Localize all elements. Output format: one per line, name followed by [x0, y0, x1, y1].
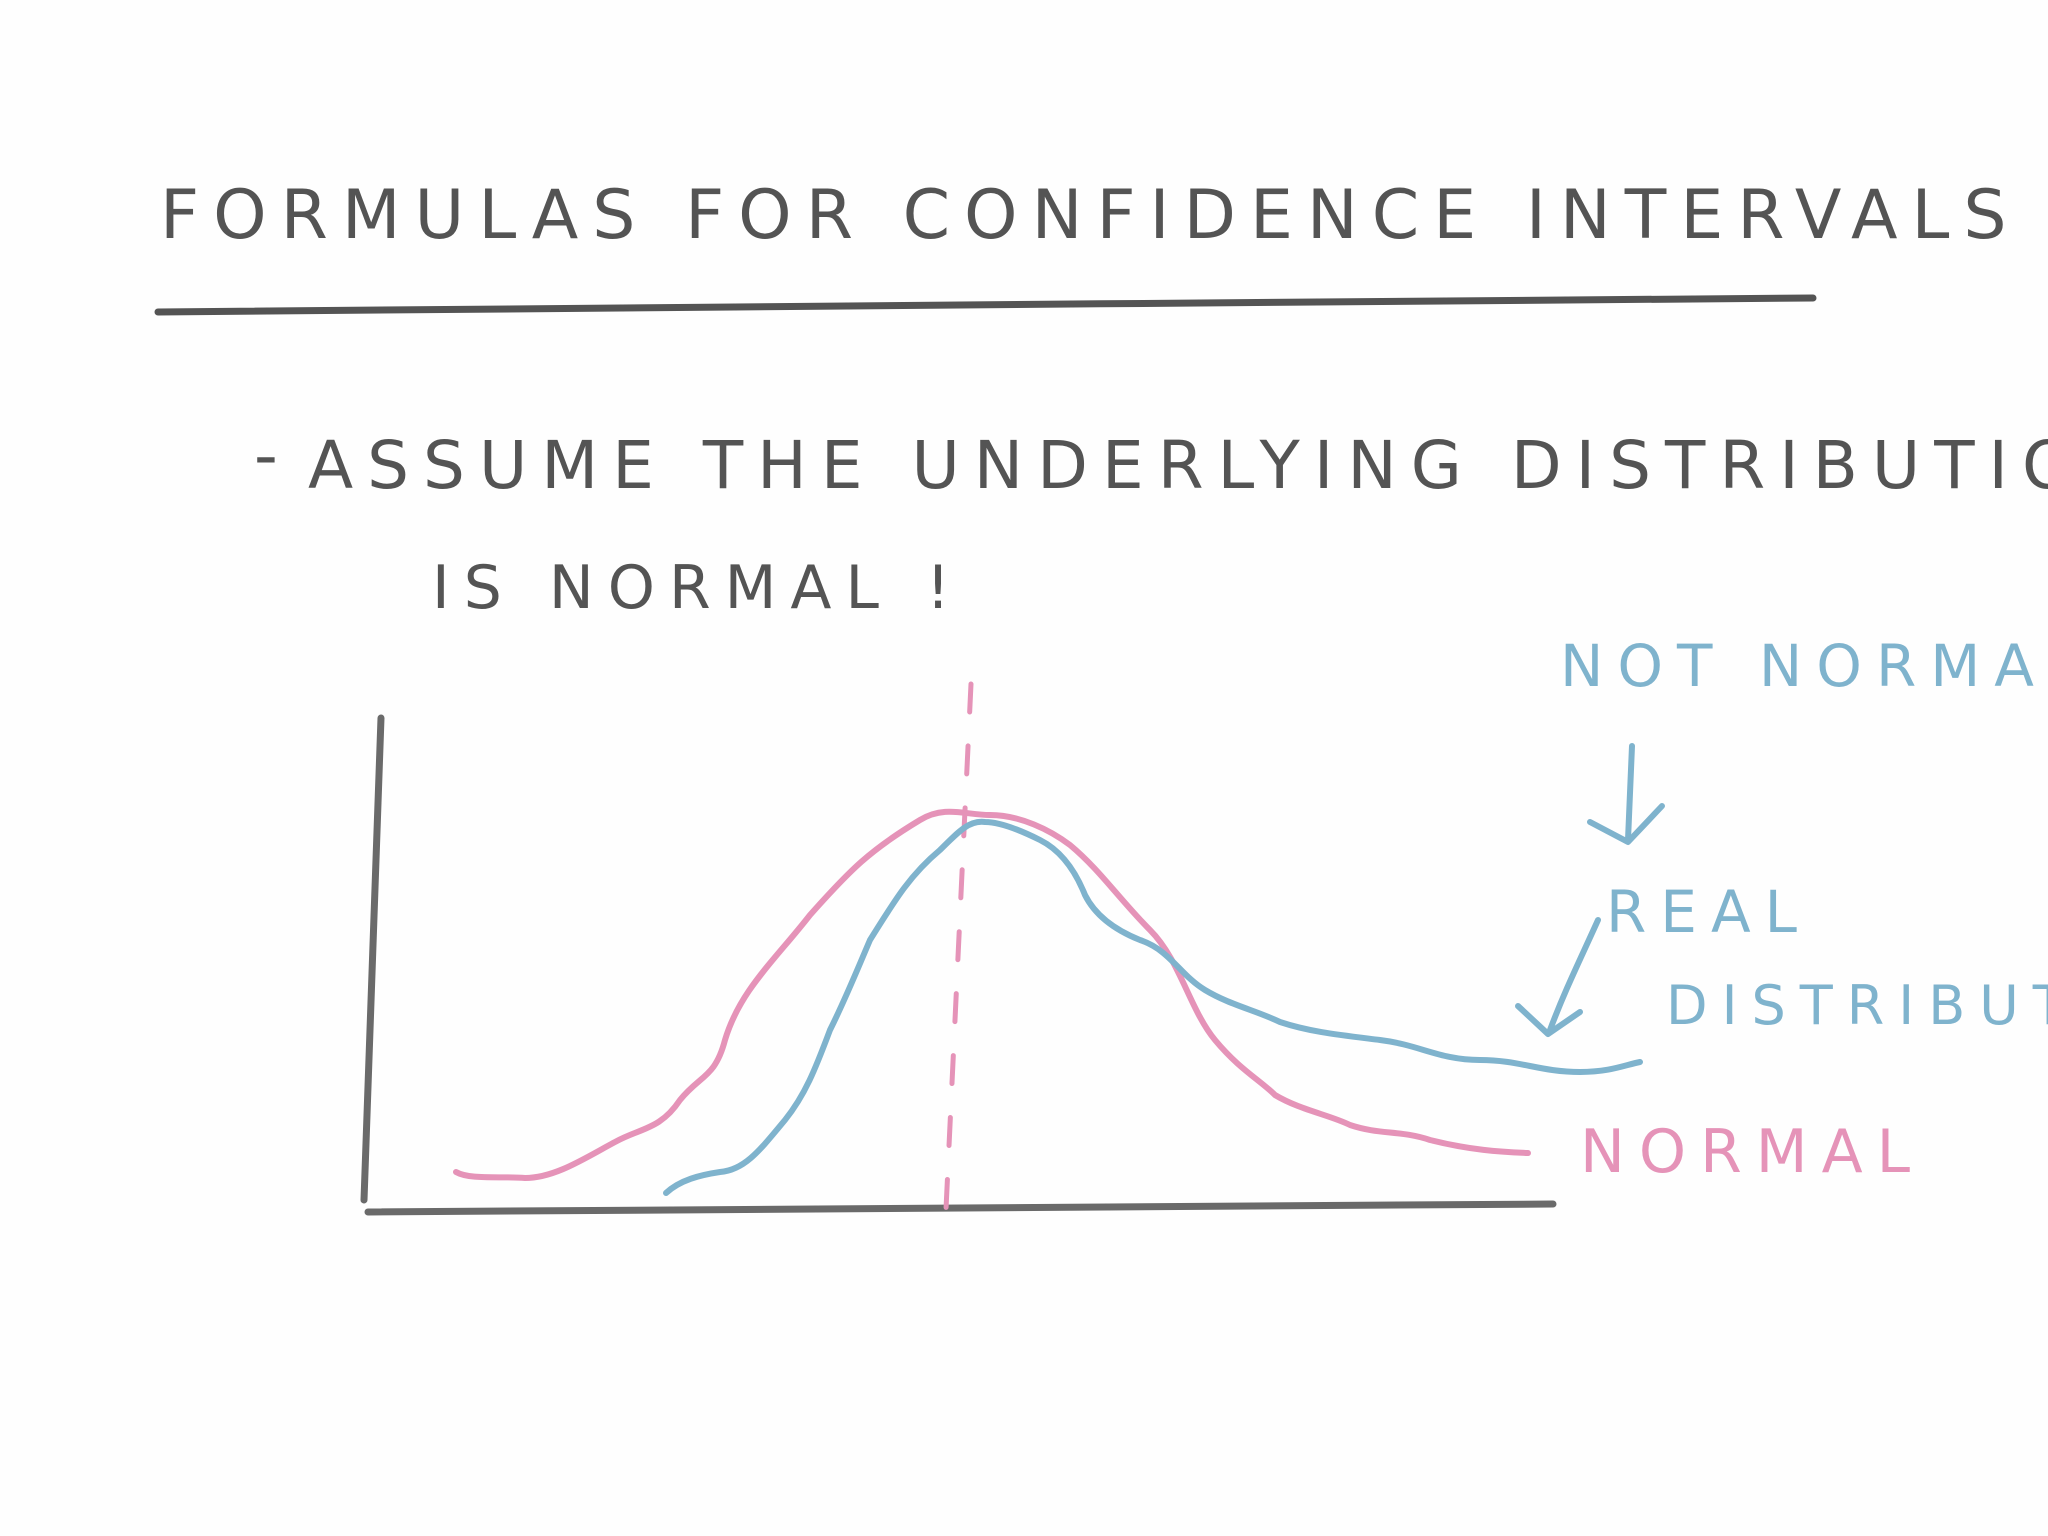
label-normal: NORMAL	[1580, 1117, 1924, 1187]
pointer-arrow-icon	[1515, 917, 1601, 1037]
mean-dashed-line	[942, 681, 974, 1233]
title-underline	[154, 294, 1817, 316]
bullet-line-1: ASSUME THE UNDERLYING DISTRIBUTION	[308, 427, 2048, 504]
bullet-dash: -	[254, 417, 292, 494]
bullet-line-2: IS NORMAL !	[432, 553, 964, 623]
label-distribution: DISTRIBUTION	[1666, 974, 2048, 1037]
label-real: REAL	[1606, 878, 1811, 946]
page-title: FORMULAS FOR CONFIDENCE INTERVALS	[160, 176, 2021, 255]
normal-curve	[453, 808, 1531, 1181]
label-not-normal: NOT NORMAL	[1560, 632, 2048, 700]
real-distribution-curve	[663, 818, 1643, 1196]
arrow-down-icon	[1587, 743, 1665, 845]
y-axis	[360, 714, 385, 1204]
x-axis	[364, 1200, 1557, 1216]
